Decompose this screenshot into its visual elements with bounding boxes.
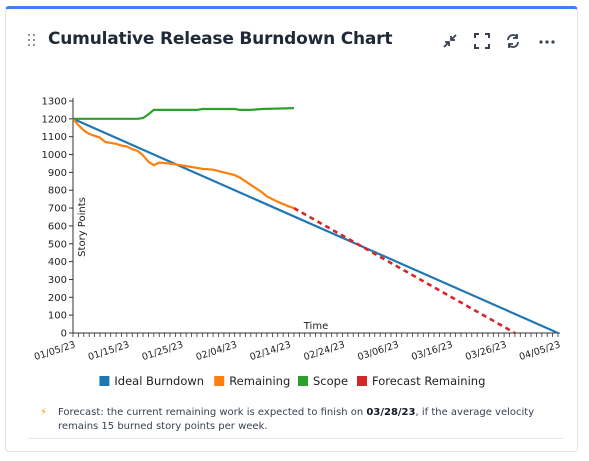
x-tick-label: 03/16/23 [410,339,454,363]
forecast-remaining-line [293,206,516,335]
y-tick-label: 1100 [42,132,67,143]
y-axis-label: Story Points [77,197,88,257]
fullscreen-icon[interactable] [473,32,491,50]
x-tick-label: 03/06/23 [356,339,400,363]
y-tick-label: 600 [48,221,67,232]
drag-handle-icon[interactable] [28,34,37,47]
forecast-prefix: Forecast: the current remaining work is … [58,407,367,418]
lightning-icon: ⚡ [40,407,48,418]
legend-label-scope[interactable]: Scope [313,374,348,388]
refresh-icon[interactable] [504,32,522,50]
y-tick-label: 800 [48,186,67,197]
x-axis-label: Time [303,321,328,332]
remaining-line [72,118,295,210]
legend-label-ideal-burndown[interactable]: Ideal Burndown [114,374,204,388]
ideal-burndown-line [72,117,559,335]
y-tick-label: 500 [48,239,67,250]
x-tick-label: 03/26/23 [464,339,508,363]
y-tick-label: 1200 [42,114,67,125]
x-tick-label: 02/24/23 [302,339,346,363]
y-tick-label: 300 [48,275,67,286]
card-header: Cumulative Release Burndown Chart [6,9,577,71]
legend-swatch-scope[interactable] [298,376,308,386]
x-tick-label: 01/15/23 [87,339,131,363]
card-title: Cumulative Release Burndown Chart [48,29,393,49]
x-tick-label: 01/05/23 [33,339,77,363]
forecast-note: ⚡ Forecast: the current remaining work i… [40,406,557,434]
y-tick-label: 400 [48,257,67,268]
x-tick-label: 02/14/23 [249,339,293,363]
legend-swatch-remaining[interactable] [214,376,225,386]
legend-swatch-ideal-burndown[interactable] [99,376,110,386]
chart-card: Cumulative Release Burndown Chart [5,6,578,452]
x-tick-label: 04/05/23 [518,339,562,363]
y-tick-label: 700 [48,204,67,215]
y-tick-label: 0 [61,329,67,340]
y-tick-label: 1000 [42,150,67,161]
y-tick-label: 100 [48,311,67,322]
collapse-icon[interactable] [441,32,459,50]
forecast-date: 03/28/23 [366,407,416,418]
y-tick-label: 200 [48,293,67,304]
more-icon[interactable] [538,32,556,50]
x-tick-label: 01/25/23 [141,339,185,363]
x-tick-label: 02/04/23 [195,339,239,363]
scope-line [73,107,294,120]
legend-label-remaining[interactable]: Remaining [229,374,290,388]
legend-swatch-forecast-remaining[interactable] [357,376,367,386]
burndown-chart: 0 100 200 300 400 500 600 700 800 900 1000 1100 1200… [33,97,562,389]
legend-label-forecast-remaining[interactable]: Forecast Remaining [372,374,485,388]
footer-divider [28,438,563,439]
y-tick-label: 1300 [42,97,67,108]
y-tick-label: 900 [48,168,67,179]
forecast-suffix: , if the average velocity remains 15 bur… [58,407,535,432]
chart-area: 0 100 200 300 400 500 600 700 800 900 1000 1100 1200… [6,71,579,411]
